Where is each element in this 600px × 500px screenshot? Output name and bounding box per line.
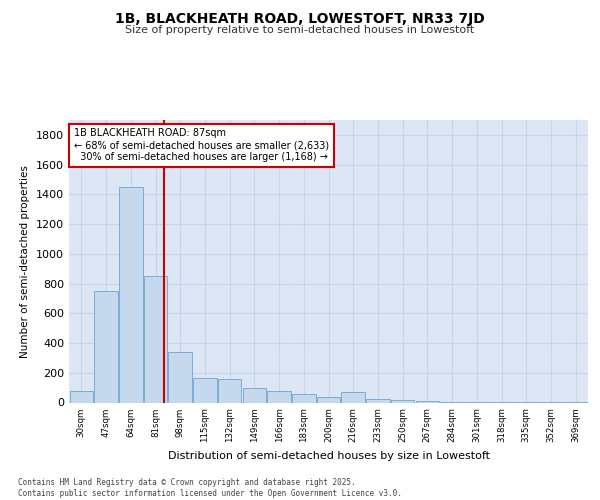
- Text: Contains HM Land Registry data © Crown copyright and database right 2025.
Contai: Contains HM Land Registry data © Crown c…: [18, 478, 402, 498]
- Bar: [391, 400, 415, 402]
- Bar: [119, 187, 143, 402]
- Bar: [317, 398, 340, 402]
- Bar: [268, 390, 291, 402]
- Y-axis label: Number of semi-detached properties: Number of semi-detached properties: [20, 165, 31, 358]
- Bar: [144, 276, 167, 402]
- Bar: [94, 291, 118, 403]
- Bar: [416, 401, 439, 402]
- Bar: [169, 352, 192, 403]
- Bar: [341, 392, 365, 402]
- Bar: [70, 392, 93, 402]
- Bar: [218, 378, 241, 402]
- Bar: [366, 399, 389, 402]
- Text: 1B, BLACKHEATH ROAD, LOWESTOFT, NR33 7JD: 1B, BLACKHEATH ROAD, LOWESTOFT, NR33 7JD: [115, 12, 485, 26]
- Bar: [292, 394, 316, 402]
- X-axis label: Distribution of semi-detached houses by size in Lowestoft: Distribution of semi-detached houses by …: [167, 450, 490, 460]
- Text: 1B BLACKHEATH ROAD: 87sqm
← 68% of semi-detached houses are smaller (2,633)
  30: 1B BLACKHEATH ROAD: 87sqm ← 68% of semi-…: [74, 128, 329, 162]
- Text: Size of property relative to semi-detached houses in Lowestoft: Size of property relative to semi-detach…: [125, 25, 475, 35]
- Bar: [193, 378, 217, 402]
- Bar: [242, 388, 266, 402]
